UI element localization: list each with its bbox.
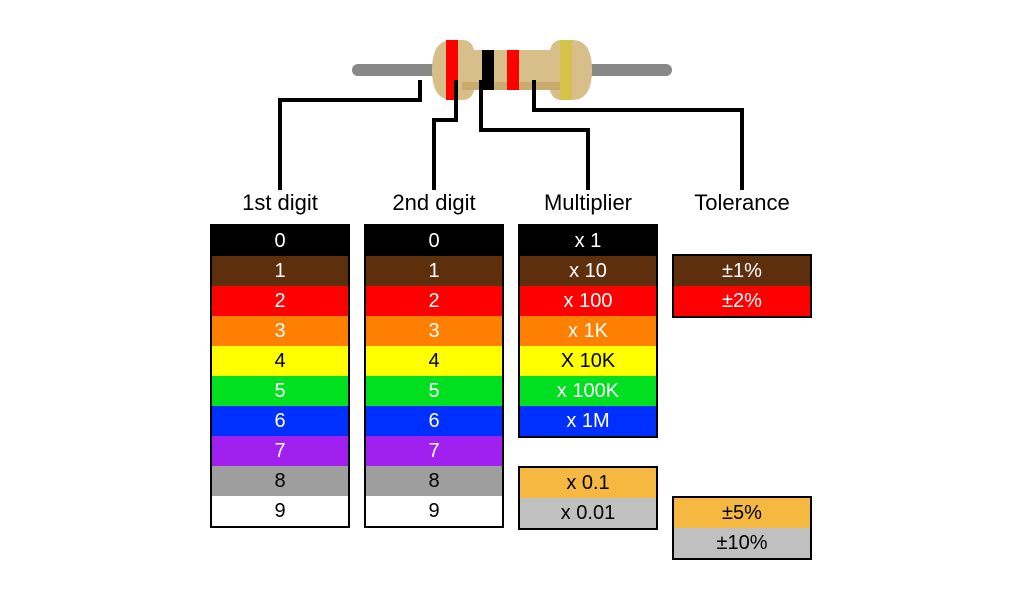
tolerance-row: ±2% [674,286,810,316]
digit2-row: 6 [366,406,502,436]
digit2-row: 7 [366,436,502,466]
header-multiplier: Multiplier [518,190,658,216]
digit1-row: 2 [212,286,348,316]
header-digit1: 1st digit [210,190,350,216]
multiplier-row: x 100 [520,286,656,316]
digit1-row: 5 [212,376,348,406]
digit1-row: 4 [212,346,348,376]
digit1-row: 9 [212,496,348,526]
header-digit2: 2nd digit [364,190,504,216]
column-tolerance: Tolerance ±1%±2% ±5%±10% [672,190,812,560]
digit1-row: 0 [212,226,348,256]
digit1-row: 6 [212,406,348,436]
multiplier-row: x 1 [520,226,656,256]
multiplier-row: x 10 [520,256,656,286]
digit1-row: 7 [212,436,348,466]
resistor-svg [352,20,672,120]
digit2-row: 9 [366,496,502,526]
multiplier-row: X 10K [520,346,656,376]
multiplier-row: x 100K [520,376,656,406]
multiplier-row: x 1K [520,316,656,346]
column-digit2: 2nd digit 0123456789 [364,190,504,560]
resistor-illustration [0,20,1024,130]
header-tolerance: Tolerance [672,190,812,216]
color-code-table: 1st digit 0123456789 2nd digit 012345678… [210,190,812,560]
column-multiplier: Multiplier x 1x 10x 100x 1KX 10Kx 100Kx … [518,190,658,560]
digit2-row: 8 [366,466,502,496]
digit2-row: 1 [366,256,502,286]
tolerance-row: ±1% [674,256,810,286]
multiplier-b-row: x 0.01 [520,498,656,528]
digit2-row: 5 [366,376,502,406]
multiplier-b-row: x 0.1 [520,468,656,498]
digit1-row: 8 [212,466,348,496]
digit2-row: 4 [366,346,502,376]
digit2-row: 3 [366,316,502,346]
digit1-row: 3 [212,316,348,346]
tolerance-b-row: ±10% [674,528,810,558]
tolerance-b-row: ±5% [674,498,810,528]
digit1-row: 1 [212,256,348,286]
multiplier-row: x 1M [520,406,656,436]
digit2-row: 2 [366,286,502,316]
digit2-row: 0 [366,226,502,256]
column-digit1: 1st digit 0123456789 [210,190,350,560]
